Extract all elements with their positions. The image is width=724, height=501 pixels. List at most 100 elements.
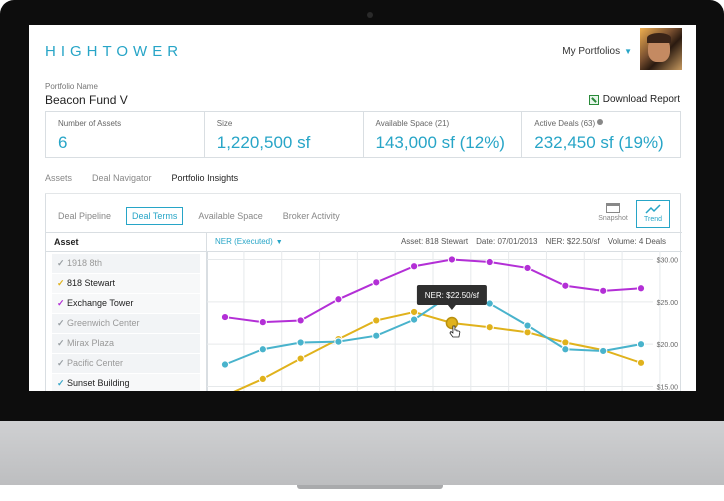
- trend-icon: [645, 204, 661, 214]
- hover-details: Asset: 818 Stewart Date: 07/01/2013 NER:…: [401, 237, 666, 246]
- tabs-divider: [45, 193, 681, 194]
- hover-volume: Volume: 4 Deals: [607, 237, 666, 246]
- data-point: [599, 346, 608, 356]
- data-point-highlight: [445, 316, 459, 330]
- asset-name: 818 Stewart: [67, 278, 116, 288]
- tab-assets[interactable]: Assets: [45, 173, 73, 183]
- chart-canvas[interactable]: $30.00 $25.00 $20.00 $15.00 NER: $22.50/sf: [207, 251, 682, 391]
- asset-list: ✓ 1918 8th ✓ 818 Stewart ✓ Exchange Tower ✓ Gre…: [52, 254, 200, 391]
- excel-icon: [588, 94, 599, 105]
- subtab-broker-activity[interactable]: Broker Activity: [282, 211, 340, 221]
- data-point: [561, 345, 570, 354]
- stat-label-row: Active Deals (63): [534, 119, 668, 128]
- data-point: [296, 354, 305, 363]
- trend-chart: NER (Executed) ▼ Asset: 818 Stewart Date:…: [207, 232, 682, 391]
- metric-label: NER (Executed): [215, 237, 273, 246]
- y-tick-label: $30.00: [657, 257, 679, 264]
- main-tabs: Assets Deal Navigator Portfolio Insights: [45, 173, 258, 186]
- data-point: [523, 263, 532, 273]
- checkmark-icon: ✓: [57, 338, 65, 348]
- data-point: [561, 281, 570, 290]
- hand-cursor-icon: [449, 325, 461, 338]
- trend-label: Trend: [643, 216, 663, 223]
- checkmark-icon: ✓: [57, 258, 65, 268]
- tab-portfolio-insights[interactable]: Portfolio Insights: [171, 173, 239, 183]
- checkmark-icon: ✓: [57, 378, 65, 388]
- subtab-deal-terms[interactable]: Deal Terms: [126, 207, 184, 225]
- tooltip-box: [416, 285, 487, 305]
- y-tick-label: $25.00: [657, 300, 679, 307]
- subtab-available-space[interactable]: Available Space: [198, 211, 263, 221]
- asset-item[interactable]: ✓ Sunset Building: [52, 374, 200, 391]
- asset-name: Pacific Center: [67, 358, 124, 368]
- info-icon[interactable]: [597, 119, 604, 125]
- y-tick-label: $20.00: [657, 342, 679, 349]
- monitor-chin: [0, 421, 724, 485]
- checkmark-icon: ✓: [57, 358, 65, 368]
- tooltip-text: NER: $22.50/sf: [425, 291, 480, 300]
- download-report-label: Download Report: [602, 94, 680, 105]
- stat-value: 143,000 sf (12%): [375, 133, 505, 152]
- download-report-button[interactable]: Download Report: [588, 94, 680, 105]
- data-point: [485, 257, 494, 267]
- portfolio-name-label: Portfolio Name: [45, 82, 98, 91]
- stat-label: Available Space (21): [375, 119, 450, 128]
- stat-value: 232,450 sf (19%): [534, 133, 664, 152]
- insights-panel: Deal Pipeline Deal Terms Available Space…: [45, 194, 682, 391]
- snapshot-button[interactable]: Snapshot: [596, 200, 630, 228]
- data-point: [334, 295, 343, 304]
- camera-dot: [367, 12, 373, 18]
- data-point: [485, 323, 494, 332]
- hover-date: Date: 07/01/2013: [476, 237, 538, 246]
- asset-item[interactable]: ✓ Greenwich Center: [52, 314, 200, 334]
- asset-item[interactable]: ✓ 818 Stewart: [52, 274, 200, 294]
- data-point: [523, 321, 532, 330]
- data-point: [561, 338, 570, 347]
- stat-value: 1,220,500 sf: [216, 133, 311, 152]
- data-point: [372, 331, 381, 340]
- chevron-down-icon: ▼: [624, 47, 632, 56]
- asset-name: Exchange Tower: [67, 298, 134, 308]
- checkmark-icon: ✓: [57, 318, 65, 328]
- asset-header: Asset: [46, 233, 206, 252]
- series-line: [224, 293, 642, 366]
- data-point: [636, 284, 646, 293]
- asset-item[interactable]: ✓ Pacific Center: [52, 354, 200, 374]
- user-avatar[interactable]: [640, 28, 682, 70]
- checkmark-icon: ✓: [57, 278, 65, 288]
- stat-size: Size 1,220,500 sf: [205, 112, 364, 157]
- series-line: [224, 258, 642, 324]
- asset-item[interactable]: ✓ Exchange Tower: [52, 294, 200, 314]
- data-point: [636, 358, 646, 367]
- chevron-down-icon: ▼: [275, 239, 283, 246]
- monitor-stand-notch: [297, 485, 443, 489]
- asset-name: Sunset Building: [67, 378, 130, 388]
- my-portfolios-menu[interactable]: My Portfolios ▼: [562, 46, 632, 57]
- stat-label: Size: [216, 119, 233, 128]
- metric-dropdown[interactable]: NER (Executed) ▼: [215, 237, 283, 246]
- data-point: [258, 345, 267, 354]
- trend-button[interactable]: Trend: [636, 200, 670, 228]
- data-point: [523, 328, 532, 337]
- stat-available-space: Available Space (21) 143,000 sf (12%): [364, 112, 523, 157]
- stat-label: Active Deals (63): [534, 119, 596, 128]
- stats-bar: Number of Assets 6 Size 1,220,500 sf Avail…: [45, 111, 681, 158]
- checkmark-icon: ✓: [57, 298, 65, 308]
- data-point: [409, 315, 419, 324]
- asset-item[interactable]: ✓ Mirax Plaza: [52, 334, 200, 354]
- asset-item[interactable]: ✓ 1918 8th: [52, 254, 200, 274]
- snapshot-label: Snapshot: [598, 215, 628, 222]
- snapshot-icon: [606, 203, 620, 213]
- chart-header: NER (Executed) ▼ Asset: 818 Stewart Date:…: [207, 233, 682, 252]
- data-point: [372, 278, 381, 287]
- asset-filter-panel: Asset ✓ 1918 8th ✓ 818 Stewart ✓ Exchange Tow…: [46, 232, 207, 391]
- tooltip-arrow: [447, 305, 456, 310]
- tab-deal-navigator[interactable]: Deal Navigator: [92, 173, 152, 183]
- data-point: [220, 312, 230, 322]
- subtab-deal-pipeline[interactable]: Deal Pipeline: [58, 211, 112, 221]
- data-point: [296, 338, 305, 347]
- hover-asset: Asset: 818 Stewart: [400, 237, 469, 246]
- stat-number-of-assets: Number of Assets 6: [46, 112, 205, 157]
- data-point: [296, 316, 305, 325]
- stat-value: 6: [58, 133, 68, 152]
